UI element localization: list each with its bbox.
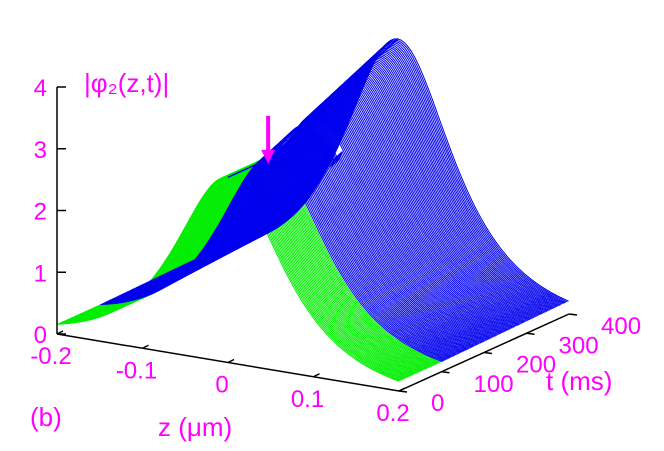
t-tick-label: 200 xyxy=(516,352,556,379)
vertical-tick-label: 0 xyxy=(34,322,47,349)
z-tick-label: 0.2 xyxy=(376,400,409,427)
z-tick xyxy=(313,373,320,378)
annotation-arrow xyxy=(261,115,276,164)
t-tick-label: 100 xyxy=(474,371,514,398)
t-tick xyxy=(568,313,578,316)
z-axis-label: z (μm) xyxy=(158,412,232,442)
t-tick-label: 400 xyxy=(601,313,641,340)
z-tick xyxy=(142,344,149,349)
t-tick xyxy=(398,390,408,393)
vertical-tick-label: 3 xyxy=(34,137,47,164)
vertical-tick-label: 4 xyxy=(34,75,47,102)
vertical-tick-label: 2 xyxy=(34,199,47,226)
ridge-line xyxy=(227,37,399,178)
surface-mesh xyxy=(56,37,569,382)
t-tick xyxy=(526,332,535,335)
t-tick-label: 0 xyxy=(431,390,444,417)
panel-label: (b) xyxy=(30,402,62,432)
vertical-tick-label: 1 xyxy=(34,260,47,287)
t-tick xyxy=(483,351,493,355)
z-tick-label: 0.1 xyxy=(291,386,324,413)
z-tick-label: 0 xyxy=(215,372,228,399)
z-tick xyxy=(227,358,235,364)
z-tick-label: -0.1 xyxy=(116,357,157,384)
t-tick xyxy=(441,371,450,374)
t-tick-label: 300 xyxy=(559,332,599,359)
z-tick xyxy=(56,330,64,335)
z-tick-label: -0.2 xyxy=(30,343,71,370)
arrow-head xyxy=(261,149,276,164)
t-axis-label: t (ms) xyxy=(546,366,612,396)
vertical-axis-label: |φ₂(z,t)| xyxy=(84,68,169,98)
